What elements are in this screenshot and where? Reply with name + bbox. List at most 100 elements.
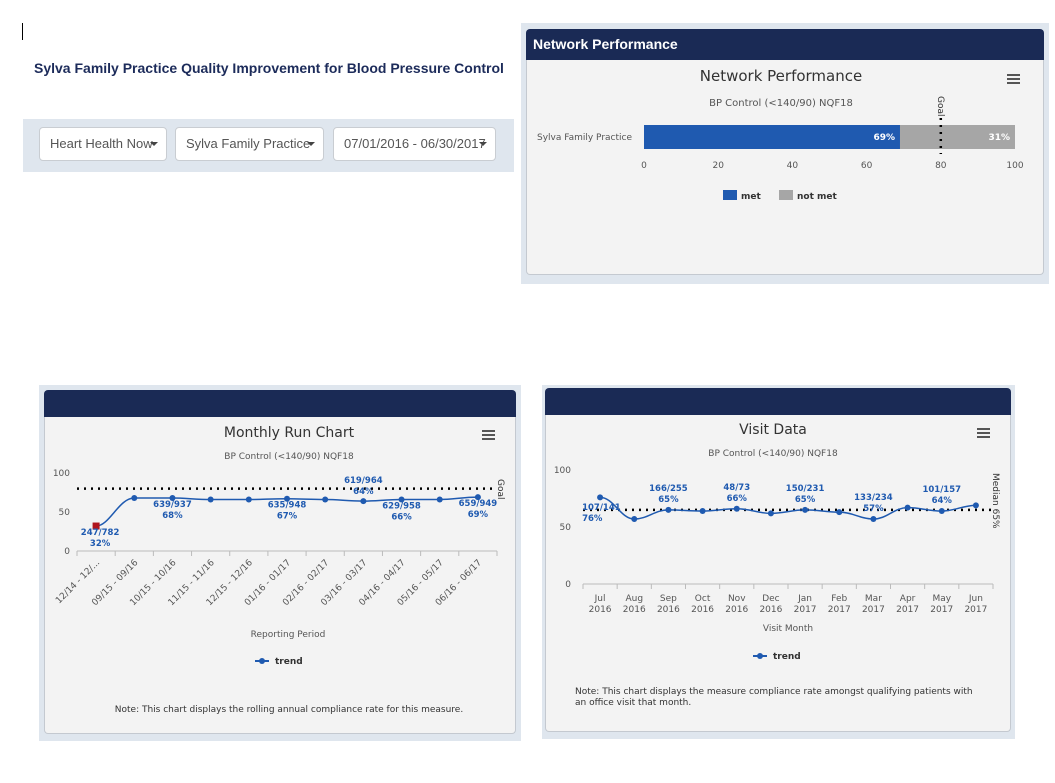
legend-label-not-met: not met bbox=[797, 192, 838, 202]
x-tick-label: 2016 bbox=[589, 605, 612, 615]
chevron-down-icon bbox=[307, 142, 315, 146]
point-data-label: 619/964 bbox=[344, 476, 383, 486]
y-tick-label: 100 bbox=[53, 469, 70, 479]
trend-point bbox=[92, 522, 100, 530]
practice-dropdown-value: Sylva Family Practice bbox=[186, 136, 311, 151]
y-tick-label: 0 bbox=[64, 547, 70, 557]
trend-point bbox=[322, 496, 329, 503]
point-data-label: 101/157 bbox=[922, 485, 961, 495]
point-data-label: 150/231 bbox=[786, 484, 825, 494]
point-data-label: 66% bbox=[727, 494, 748, 504]
x-tick-label: 100 bbox=[1006, 161, 1023, 171]
chevron-down-icon bbox=[150, 142, 158, 146]
trend-point bbox=[597, 494, 604, 501]
run-chart-header bbox=[44, 390, 516, 418]
y-tick-label: 50 bbox=[560, 523, 572, 533]
x-tick-label: Jan bbox=[797, 594, 812, 604]
trend-point bbox=[631, 516, 638, 523]
x-tick-label: Apr bbox=[900, 594, 916, 604]
run-chart: Monthly Run Chart BP Control (<140/90) NQ… bbox=[53, 425, 505, 715]
x-axis-title: Reporting Period bbox=[251, 630, 326, 640]
point-data-label: 48/73 bbox=[723, 483, 750, 493]
chart-subtitle: BP Control (<140/90) NQF18 bbox=[708, 449, 838, 459]
trend-point bbox=[699, 508, 706, 515]
point-data-label: 57% bbox=[863, 504, 884, 514]
x-tick-label: 2017 bbox=[794, 605, 817, 615]
point-data-label: 65% bbox=[658, 495, 679, 505]
x-tick-label: 2016 bbox=[759, 605, 782, 615]
x-tick-label: 2017 bbox=[828, 605, 851, 615]
page-title: Sylva Family Practice Quality Improvemen… bbox=[34, 60, 504, 76]
hamburger-icon[interactable] bbox=[482, 430, 495, 440]
hamburger-icon[interactable] bbox=[1007, 74, 1020, 84]
legend-label-trend: trend bbox=[773, 652, 801, 662]
x-tick-label: 80 bbox=[935, 161, 947, 171]
legend-label-met: met bbox=[741, 192, 761, 202]
x-tick-label: Sep bbox=[660, 594, 677, 604]
bar-not-met bbox=[899, 125, 1015, 149]
trend-point bbox=[436, 496, 443, 503]
bar-data-label: 69% bbox=[873, 133, 895, 143]
x-axis-title: Visit Month bbox=[763, 624, 813, 634]
hamburger-icon[interactable] bbox=[977, 428, 990, 438]
trend-line bbox=[599, 496, 976, 520]
trend-point bbox=[284, 495, 290, 502]
goal-label: Goal bbox=[495, 479, 505, 500]
x-tick-label: Mar bbox=[865, 594, 882, 604]
trend-point bbox=[245, 496, 252, 503]
point-data-label: 64% bbox=[353, 487, 374, 497]
trend-point bbox=[360, 498, 367, 505]
x-tick-label: Aug bbox=[625, 594, 643, 604]
point-data-label: 659/949 bbox=[459, 499, 498, 509]
trend-point bbox=[836, 509, 843, 516]
y-tick-label: 0 bbox=[565, 580, 571, 590]
point-data-label: 64% bbox=[932, 496, 953, 506]
program-dropdown-value: Heart Health Now bbox=[50, 136, 153, 151]
visit-data-header bbox=[545, 388, 1011, 416]
visit-data-chart: Visit Data BP Control (<140/90) NQF18 0 50 1… bbox=[554, 422, 1000, 708]
bar-met bbox=[644, 125, 900, 149]
point-data-label: 166/255 bbox=[649, 484, 688, 494]
legend-swatch-not-met bbox=[779, 190, 793, 200]
x-tick-label: Feb bbox=[831, 594, 847, 604]
bar-data-label: 31% bbox=[988, 133, 1010, 143]
chart-subtitle: BP Control (<140/90) NQF18 bbox=[224, 452, 354, 462]
x-tick-label: 40 bbox=[787, 161, 799, 171]
trend-point bbox=[398, 496, 405, 503]
trend-point bbox=[733, 505, 740, 512]
point-data-label: 635/948 bbox=[268, 501, 307, 511]
point-data-label: 65% bbox=[795, 495, 816, 505]
chart-title: Visit Data bbox=[739, 422, 807, 438]
x-tick-label: 2016 bbox=[623, 605, 646, 615]
x-tick-label: May bbox=[932, 594, 951, 604]
x-tick-label: Jun bbox=[968, 594, 983, 604]
x-tick-label: Dec bbox=[762, 594, 779, 604]
chevron-down-icon bbox=[479, 142, 487, 146]
median-label: Median 65% bbox=[990, 473, 1000, 529]
practice-dropdown[interactable]: Sylva Family Practice bbox=[175, 127, 324, 161]
run-chart-body: Monthly Run Chart BP Control (<140/90) NQ… bbox=[44, 417, 516, 734]
point-data-label: 66% bbox=[391, 513, 412, 523]
x-tick-label: 2016 bbox=[691, 605, 714, 615]
legend-marker bbox=[757, 653, 763, 659]
text-cursor bbox=[22, 23, 23, 40]
x-tick-label: 60 bbox=[861, 161, 873, 171]
point-data-label: 247/782 bbox=[81, 528, 120, 538]
x-tick-label: 2017 bbox=[896, 605, 919, 615]
legend-label-trend: trend bbox=[275, 657, 303, 667]
x-tick-label: 2016 bbox=[725, 605, 748, 615]
chart-subtitle: BP Control (<140/90) NQF18 bbox=[709, 98, 853, 109]
trend-point bbox=[474, 494, 481, 501]
legend-marker bbox=[259, 658, 265, 664]
period-dropdown[interactable]: 07/01/2016 - 06/30/2017 bbox=[333, 127, 496, 161]
trend-point bbox=[870, 516, 877, 523]
chart-title: Monthly Run Chart bbox=[224, 425, 355, 441]
x-tick-label: 2017 bbox=[862, 605, 885, 615]
network-performance-body: Network Performance BP Control (<140/90) … bbox=[526, 60, 1044, 275]
network-performance-chart: Network Performance BP Control (<140/90) … bbox=[537, 67, 1024, 202]
point-data-label: 639/937 bbox=[153, 500, 192, 510]
filter-bar: Heart Health Now Sylva Family Practice 0… bbox=[23, 119, 514, 172]
x-tick-label: Jul bbox=[594, 594, 606, 604]
point-data-label: 32% bbox=[90, 539, 111, 549]
program-dropdown[interactable]: Heart Health Now bbox=[39, 127, 167, 161]
